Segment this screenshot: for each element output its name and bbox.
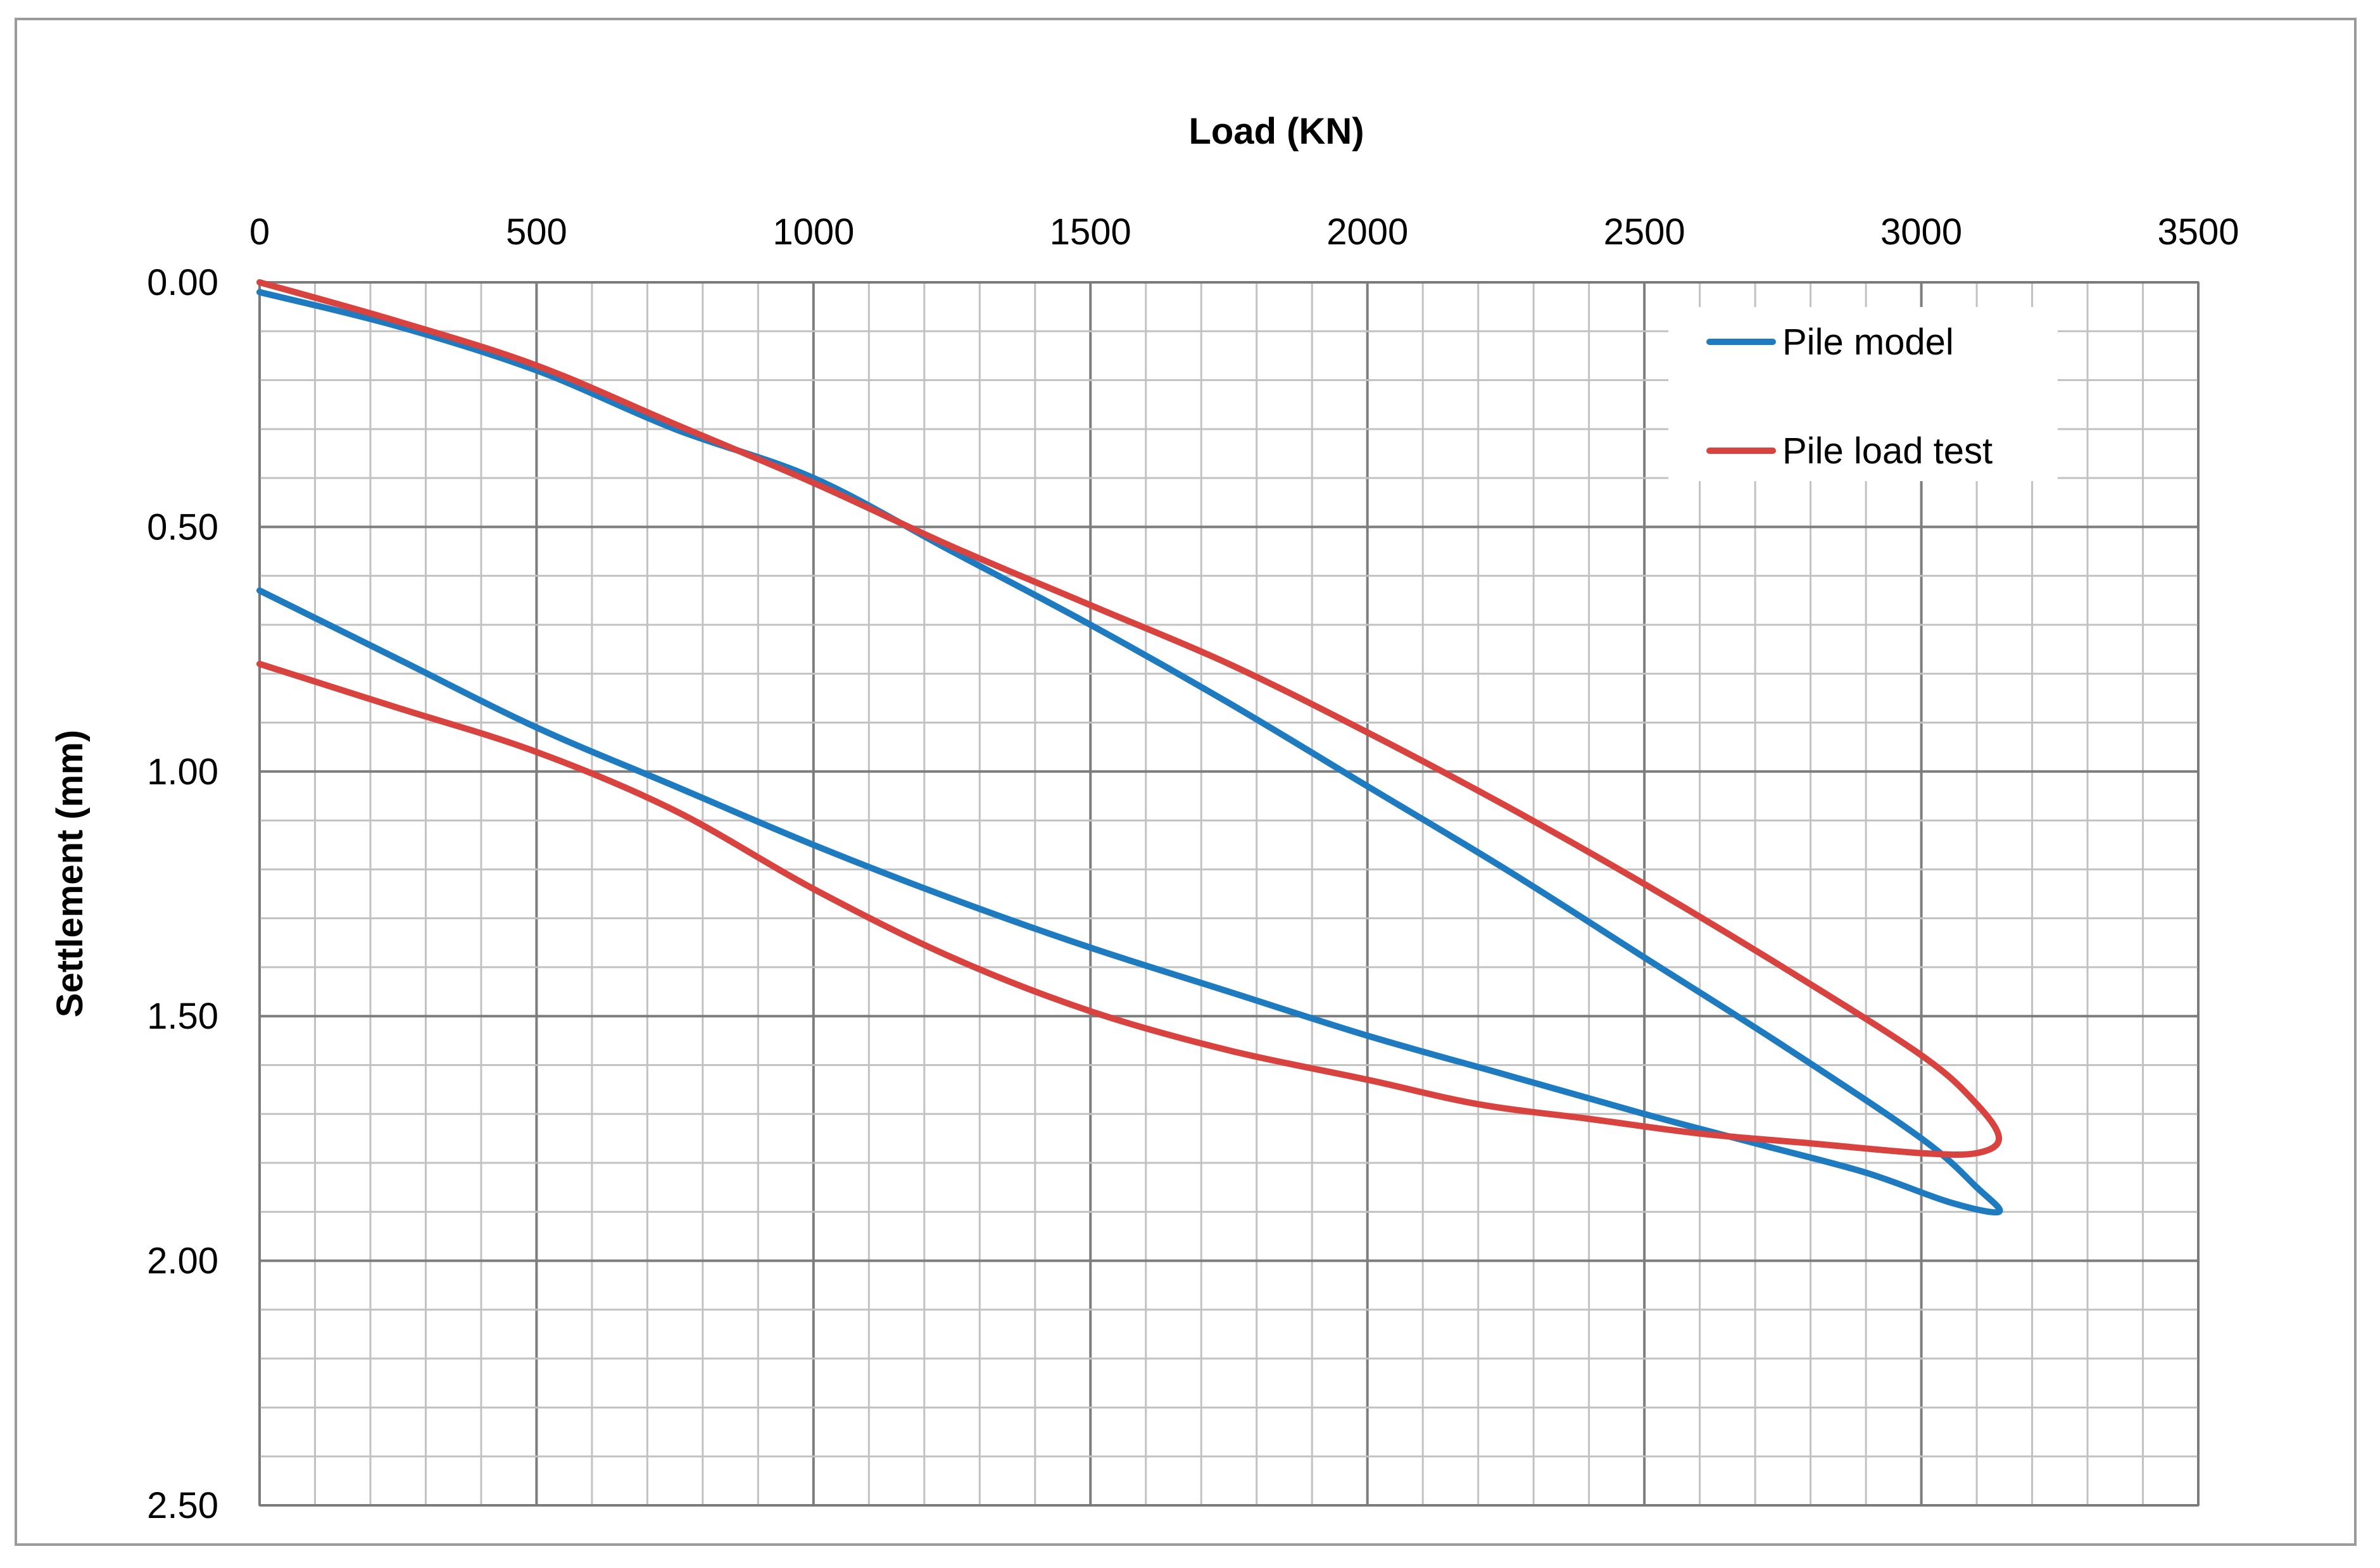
x-tick-label: 3500 [2157,211,2239,253]
x-tick-label: 0 [249,211,270,253]
y-tick-label: 2.50 [147,1485,218,1526]
y-tick-label: 2.00 [147,1241,218,1282]
y-tick-label: 1.00 [147,751,218,793]
x-axis-title: Load (KN) [1188,111,1364,152]
legend-label-pile-load-test: Pile load test [1782,430,1993,472]
series-layer [256,279,2003,1216]
x-tick-label: 3000 [1880,211,1962,253]
x-tick-label: 1000 [772,211,854,253]
series-line-pile-load-test [256,279,2003,1158]
plot-area-frame [258,281,2200,1507]
y-tick-label: 0.00 [147,262,218,303]
x-tick-label: 500 [506,211,567,253]
legend: Pile model Pile load test [1668,307,2058,481]
y-axis-title: Settlement (mm) [49,730,91,1017]
chart-border [15,18,2357,1546]
x-tick-label: 2000 [1326,211,1408,253]
x-tick-label: 1500 [1050,211,1131,253]
x-axis-ticks: 0 500 1000 1500 2000 2500 3000 3500 [249,211,2239,253]
legend-label-pile-model: Pile model [1782,322,1954,363]
y-tick-label: 1.50 [147,996,218,1037]
x-tick-label: 2500 [1604,211,1685,253]
y-tick-label: 0.50 [147,506,218,548]
y-axis-ticks: 0.00 0.50 1.00 1.50 2.00 2.50 [147,262,218,1526]
